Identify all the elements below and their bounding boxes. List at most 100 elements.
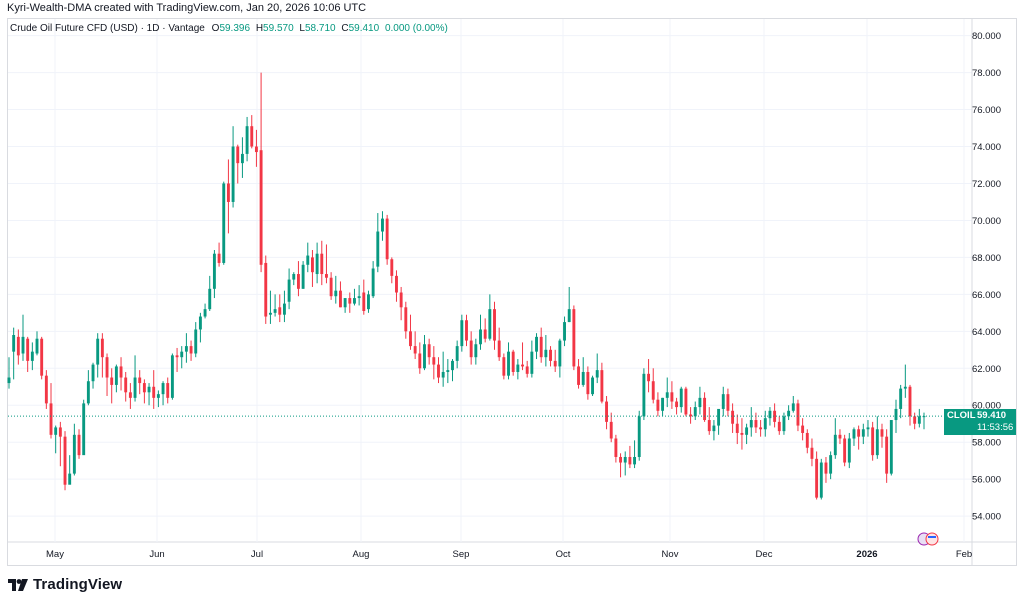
candle-body — [268, 312, 272, 315]
candle-body — [376, 231, 380, 267]
y-tick-label: 72.000 — [972, 179, 1001, 190]
candle-body — [184, 346, 188, 352]
candle-body — [707, 420, 711, 432]
candle-body — [787, 410, 791, 417]
candle-body — [343, 298, 347, 308]
candle-body — [320, 253, 324, 275]
candle-body — [731, 410, 735, 424]
candle-body — [829, 455, 833, 474]
candle-body — [782, 416, 786, 432]
chart-frame — [7, 18, 1017, 566]
candle-body — [843, 438, 847, 463]
x-tick-label: May — [46, 549, 64, 560]
candle-body — [670, 392, 674, 402]
y-tick-label: 78.000 — [972, 68, 1001, 79]
candle-body — [908, 386, 912, 417]
candle-body — [325, 274, 328, 278]
candle-body — [521, 364, 524, 367]
candle-body — [254, 146, 258, 153]
candle-body — [535, 336, 538, 352]
candle-body — [142, 383, 146, 393]
candle-body — [166, 383, 170, 398]
candle-body — [899, 388, 903, 409]
candle-body — [558, 340, 562, 367]
x-tick-label: Jul — [251, 549, 263, 560]
candle-body — [675, 401, 679, 408]
candle-body — [175, 355, 179, 358]
y-tick-label: 74.000 — [972, 142, 1001, 153]
candle-body — [296, 274, 300, 289]
price-tag-symbol: CLOIL — [947, 410, 976, 422]
candle-body — [245, 126, 249, 154]
candle-body — [651, 381, 655, 400]
candle-body — [212, 253, 216, 289]
change-value: 0.000 (0.00%) — [384, 23, 448, 34]
candle-body — [334, 290, 338, 297]
candle-body — [815, 458, 819, 498]
candle-body — [880, 429, 884, 437]
candle-body — [49, 403, 53, 435]
high-value: 59.570 — [263, 23, 294, 34]
candle-body — [511, 351, 515, 372]
candle-body — [236, 146, 240, 164]
candle-body — [735, 423, 739, 433]
candle-body — [894, 408, 898, 421]
y-tick-label: 70.000 — [972, 216, 1001, 227]
candle-body — [446, 370, 450, 372]
y-tick-label: 58.000 — [972, 438, 1001, 449]
candle-body — [469, 340, 473, 358]
candle-body — [563, 322, 566, 341]
x-tick-label: 2026 — [856, 549, 877, 560]
candle-body — [810, 447, 814, 459]
y-tick-label: 68.000 — [972, 253, 1001, 264]
candle-body — [40, 338, 44, 376]
candle-body — [310, 257, 314, 273]
last-price-tag: CLOIL 59.410 11:53:56 — [944, 409, 1016, 436]
candle-body — [913, 416, 917, 424]
flag-stripe — [928, 536, 936, 538]
candle-body — [805, 432, 809, 448]
candle-body — [423, 344, 426, 369]
candle-body — [665, 392, 669, 398]
candle-body — [689, 414, 693, 417]
candle-body — [838, 434, 842, 439]
candle-body — [226, 183, 230, 202]
candle-body — [493, 309, 496, 341]
candle-body — [409, 331, 412, 347]
candle-body — [525, 366, 529, 374]
chart-attribution: Kyri-Wealth-DMA created with TradingView… — [7, 2, 367, 14]
open-label: O — [211, 23, 220, 34]
grid-lines — [8, 19, 1016, 565]
candle-body — [605, 401, 608, 422]
candle-body — [306, 255, 310, 265]
candle-body — [138, 377, 142, 384]
candle-body — [586, 371, 590, 395]
y-tick-label: 80.000 — [972, 31, 1001, 42]
symbol-title[interactable]: Crude Oil Future CFD (USD) · 1D · Vantag… — [10, 23, 205, 34]
candle-body — [474, 344, 478, 358]
candle-body — [614, 438, 618, 457]
x-tick-label: Feb — [956, 549, 972, 560]
candle-body — [488, 309, 492, 339]
candle-body — [292, 274, 296, 280]
candle-body — [647, 373, 651, 382]
candle-body — [684, 388, 688, 415]
price-axis: 80.000 78.000 76.000 74.000 72.000 70.000 68.0… — [972, 31, 1001, 522]
earnings-flag-icon — [925, 532, 939, 546]
candle-body — [427, 344, 431, 358]
candle-body — [147, 386, 151, 393]
candle-body — [26, 338, 30, 361]
candle-body — [633, 456, 637, 465]
candle-body — [483, 329, 487, 339]
candle-body — [86, 381, 90, 404]
candle-body — [348, 298, 352, 304]
tradingview-logo[interactable]: TradingView — [8, 576, 122, 593]
symbol-legend[interactable]: Crude Oil Future CFD (USD) · 1D · Vantag… — [10, 23, 448, 34]
x-tick-label: Dec — [756, 549, 773, 560]
candle-body — [278, 307, 282, 315]
x-tick-label: Jun — [149, 549, 164, 560]
candle-body — [390, 259, 394, 276]
candle-body — [717, 408, 721, 426]
candle-body — [441, 371, 445, 378]
